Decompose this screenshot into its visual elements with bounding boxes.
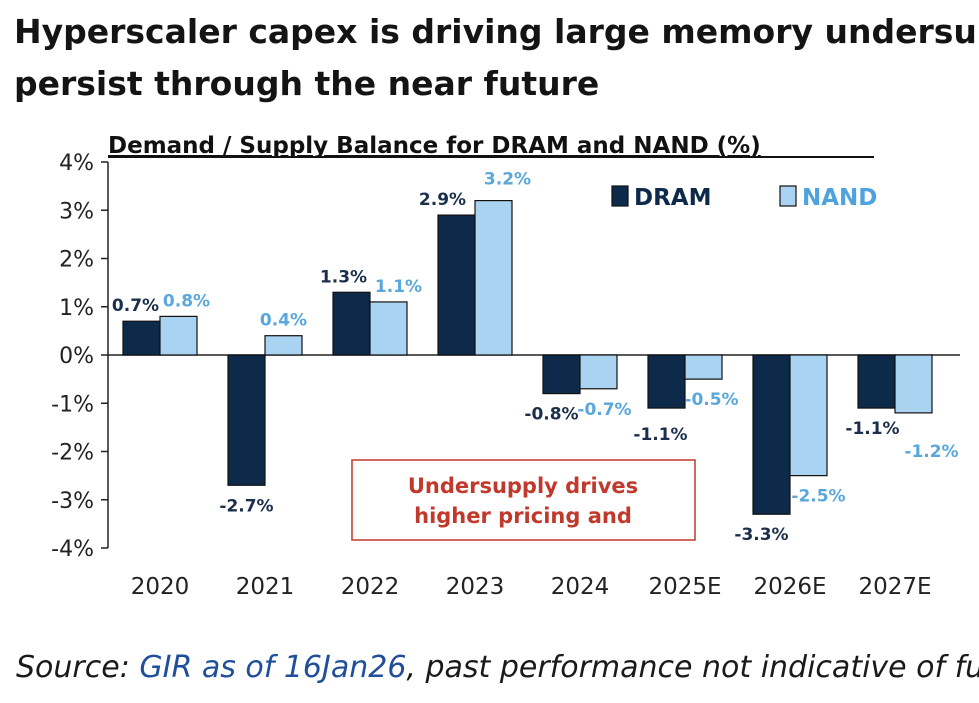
nand-bar-2021 (264, 335, 303, 356)
bar-labels: 0.7% 0.8%-2.7%0.4%1.3% 1.1%2.9%3.2%-0.8%-0… (112, 170, 959, 546)
dram-data-label: 1.3% (320, 267, 367, 287)
nand-bar-2025E (684, 354, 723, 380)
dram-data-label: -0.8% (524, 405, 578, 425)
x-tick-label: 2021 (236, 574, 295, 600)
nand-legend-swatch (779, 185, 797, 207)
dram-bar-2020 (122, 320, 161, 356)
nand-bar-2024 (579, 354, 618, 390)
dram-bar-2021 (227, 354, 266, 486)
x-tick-label: 2027E (858, 574, 931, 600)
nand-bar-2020 (159, 315, 198, 356)
nand-data-label: -2.5% (791, 487, 845, 507)
y-tick-label: -2% (51, 441, 94, 466)
x-tick-label: 2026E (753, 574, 826, 600)
nand-data-label: -0.7% (577, 400, 631, 420)
dram-bar-2027E (857, 354, 896, 409)
nand-bar-2026E (789, 354, 828, 477)
demand-supply-chart: Demand / Supply Balance for DRAM and NAN… (51, 133, 960, 600)
dram-data-label: -2.7% (219, 496, 273, 516)
nand-bar-2027E (894, 354, 933, 414)
dram-bar-2025E (647, 354, 686, 409)
source-suffix: , past performance not indicative of fut… (406, 650, 979, 685)
nand-data-label: 0.8% (163, 291, 210, 311)
bars (122, 199, 933, 515)
dram-bar-2026E (752, 354, 791, 515)
dram-legend-swatch (611, 185, 629, 207)
chart-title: Demand / Supply Balance for DRAM and NAN… (108, 133, 761, 159)
x-axis: 2020 2021 2022 2023 2024 2025E 2026E 2027E (131, 574, 932, 600)
dram-legend-label: DRAM (634, 185, 712, 211)
y-tick-label: -3% (51, 489, 94, 514)
y-tick-label: 3% (59, 199, 94, 224)
x-tick-label: 2024 (551, 574, 610, 600)
y-tick-label: 2% (59, 248, 94, 273)
dram-bar-2024 (542, 354, 581, 395)
nand-data-label: -0.5% (684, 390, 738, 410)
dram-bar-2023 (437, 214, 476, 356)
dram-data-label: 0.7% (112, 296, 159, 316)
nand-data-label: 1.1% (375, 277, 422, 297)
annotation-line-1: Undersupply drives (408, 474, 638, 498)
y-tick-label: 0% (59, 344, 94, 369)
x-tick-label: 2022 (341, 574, 400, 600)
dram-data-label: 2.9% (419, 190, 466, 210)
annotation-border (351, 459, 696, 541)
source-prefix: Source: (16, 650, 140, 685)
nand-bar-2023 (474, 199, 513, 356)
annotation-box: Undersupply drives higher pricing and (351, 459, 696, 541)
headline: Hyperscaler capex is driving large memor… (14, 6, 979, 110)
annotation-line-2: higher pricing and (414, 504, 632, 528)
legend: DRAM NAND (611, 185, 877, 211)
dram-data-label: -3.3% (734, 525, 788, 545)
x-tick-label: 2020 (131, 574, 190, 600)
nand-legend-label: NAND (802, 185, 877, 211)
x-tick-label: 2025E (648, 574, 721, 600)
source-link[interactable]: GIR as of 16Jan26 (139, 650, 407, 685)
y-tick-label: -1% (51, 392, 94, 417)
source-note: Source: GIR as of 16Jan26, past performa… (16, 646, 979, 690)
nand-bar-2022 (369, 301, 408, 356)
y-tick-label: 1% (59, 296, 94, 321)
headline-line-1: Hyperscaler capex is driving large memor… (14, 12, 979, 51)
dram-data-label: -1.1% (633, 425, 687, 445)
nand-data-label: 0.4% (260, 311, 307, 331)
headline-line-2: persist through the near future (14, 64, 600, 103)
y-tick-label: -4% (51, 537, 94, 562)
nand-data-label: -1.2% (904, 442, 958, 462)
dram-data-label: -1.1% (845, 419, 899, 439)
x-tick-label: 2023 (446, 574, 505, 600)
y-tick-label: 4% (59, 151, 94, 176)
nand-data-label: 3.2% (484, 170, 531, 190)
dram-bar-2022 (332, 291, 371, 356)
